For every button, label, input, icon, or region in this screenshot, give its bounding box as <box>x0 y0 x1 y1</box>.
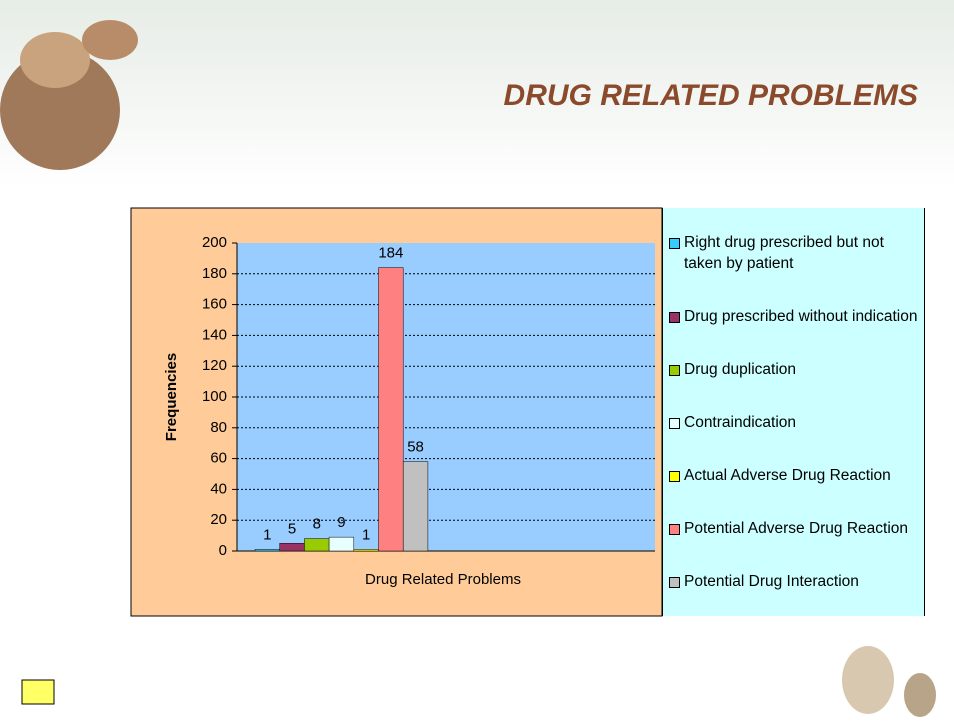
legend-label: Drug prescribed without indication <box>684 308 918 325</box>
data-label: 1 <box>263 526 271 543</box>
legend-swatch <box>669 524 680 535</box>
x-axis-label: Drug Related Problems <box>365 571 521 588</box>
chart-title: DRUG RELATED PROBLEMS <box>504 79 918 112</box>
legend-entry: Actual Adverse Drug Reaction <box>669 465 918 486</box>
data-label: 5 <box>288 520 296 537</box>
y-tick-label: 40 <box>210 480 227 497</box>
legend-label: Potential Adverse Drug Reaction <box>684 520 909 537</box>
legend-swatch <box>669 238 680 249</box>
bar <box>402 461 429 552</box>
y-tick-label: 200 <box>202 234 227 251</box>
bar <box>254 549 280 552</box>
legend-entry: Drug duplication <box>669 359 918 380</box>
legend-label: Contraindication <box>684 414 797 431</box>
legend-label: Drug duplication <box>684 361 797 378</box>
legend-label: Actual Adverse Drug Reaction <box>684 467 891 484</box>
legend-entry: Contraindication <box>669 412 918 433</box>
y-tick-label: 160 <box>202 296 227 313</box>
decoration <box>842 646 894 714</box>
y-tick-label: 60 <box>210 450 227 467</box>
bar <box>279 543 305 552</box>
y-tick-label: 140 <box>202 326 227 343</box>
legend-swatch <box>669 577 680 588</box>
data-label: 8 <box>313 516 321 533</box>
y-tick-label: 120 <box>202 357 227 374</box>
y-tick-label: 0 <box>219 542 227 559</box>
y-tick-label: 100 <box>202 388 227 405</box>
bar <box>304 538 330 552</box>
y-tick-label: 80 <box>210 419 227 436</box>
legend-entry: Potential Adverse Drug Reaction <box>669 518 918 539</box>
legend-label: Right drug prescribed but not taken by p… <box>684 234 884 272</box>
legend-label: Potential Drug Interaction <box>684 573 859 590</box>
decoration <box>0 50 120 170</box>
bar <box>353 549 379 552</box>
y-tick-label: 20 <box>210 511 227 528</box>
y-tick-label: 180 <box>202 265 227 282</box>
data-label: 9 <box>337 514 345 531</box>
legend-entry: Potential Drug Interaction <box>669 571 918 592</box>
y-axis-label: Frequencies <box>163 353 180 441</box>
decoration <box>904 673 936 717</box>
legend-swatch <box>669 365 680 376</box>
bar <box>378 267 404 552</box>
data-label: 58 <box>407 439 424 456</box>
legend-entry: Drug prescribed without indication <box>669 306 918 327</box>
bar <box>328 536 355 552</box>
data-label: 184 <box>378 245 403 262</box>
data-label: 1 <box>362 526 370 543</box>
book-icon <box>21 679 55 705</box>
legend-swatch <box>669 471 680 482</box>
legend-swatch <box>669 312 680 323</box>
legend: Right drug prescribed but not taken by p… <box>662 208 925 616</box>
decoration <box>20 32 90 88</box>
legend-entry: Right drug prescribed but not taken by p… <box>669 232 918 274</box>
legend-swatch <box>669 418 680 429</box>
decoration <box>82 20 138 60</box>
